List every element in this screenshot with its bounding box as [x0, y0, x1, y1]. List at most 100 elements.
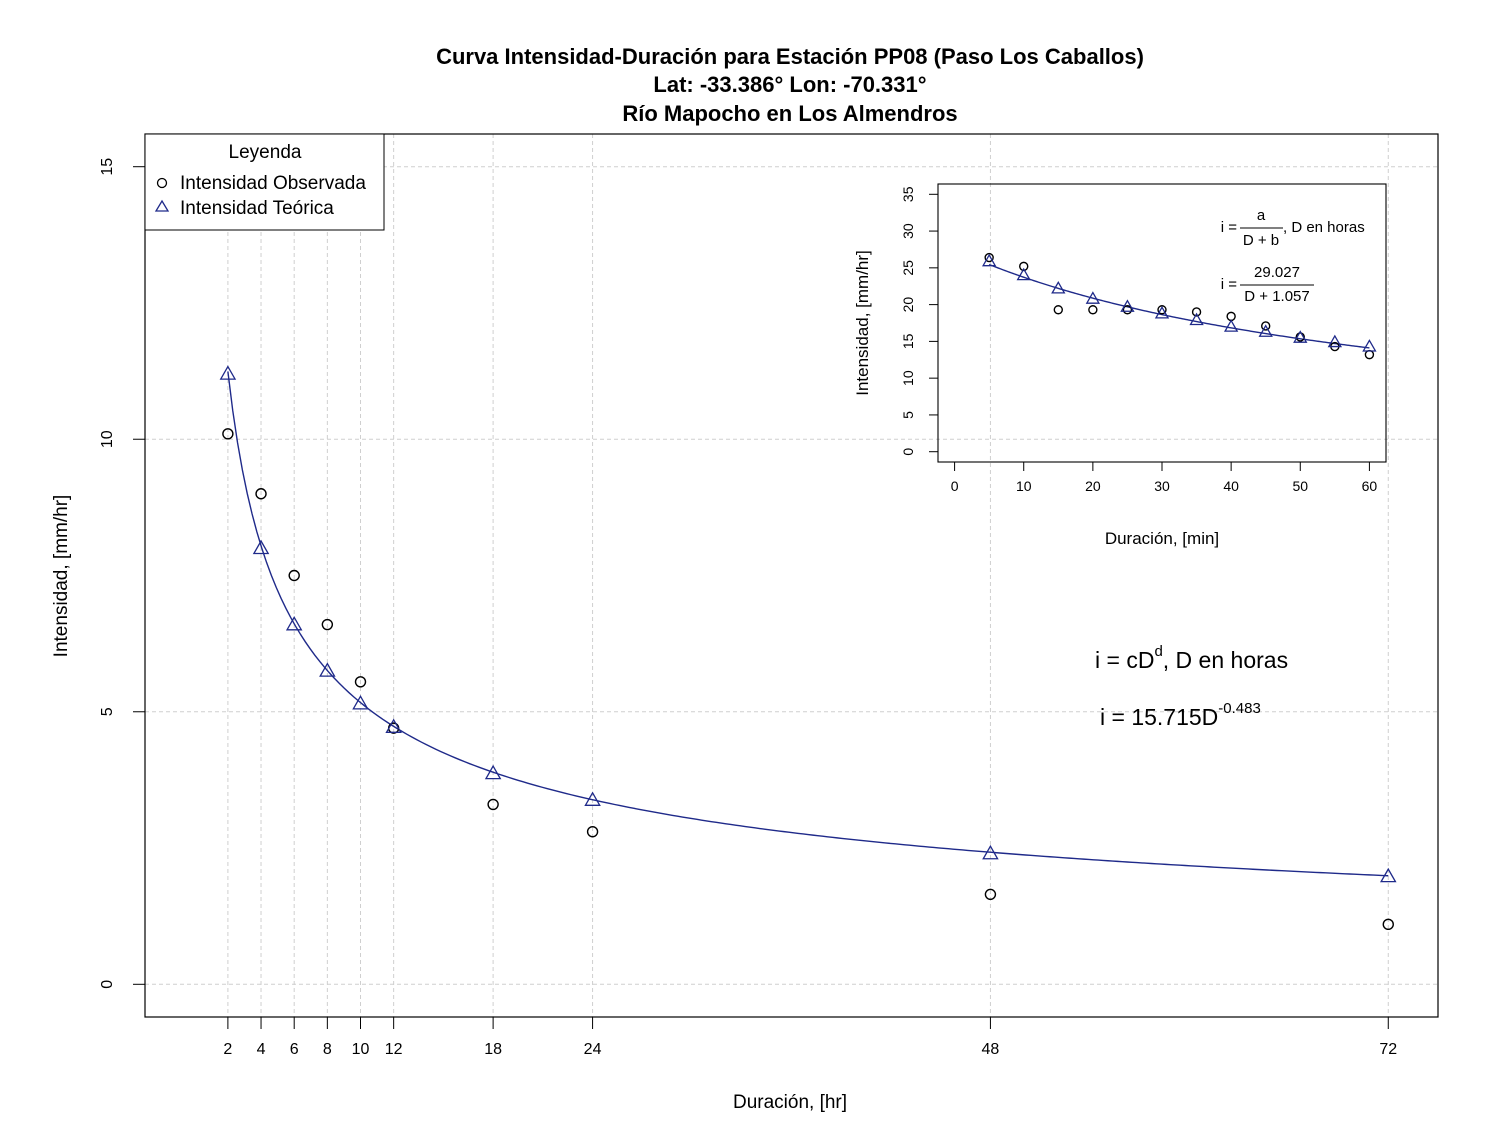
- inset-formula-general-tail: , D en horas: [1283, 219, 1365, 236]
- y-tick-label: 30: [900, 223, 916, 239]
- y-tick-label: 10: [99, 430, 116, 448]
- x-tick-label: 0: [951, 478, 959, 494]
- x-tick-label: 72: [1379, 1041, 1397, 1058]
- legend-box: [144, 133, 385, 231]
- theoretical-point: [1258, 324, 1273, 337]
- x-tick-label: 8: [323, 1041, 332, 1058]
- theoretical-point: [1189, 312, 1204, 326]
- theoretical-point: [1327, 334, 1343, 348]
- inset-formula-general: i = a D + b , D en horas: [1221, 207, 1365, 249]
- y-tick-label: 5: [900, 411, 916, 419]
- legend-entry-theoretical: Intensidad Teórica: [180, 198, 334, 219]
- x-tick-label: 40: [1223, 478, 1239, 494]
- y-tick-label: 25: [900, 260, 916, 276]
- fit-curve: [227, 371, 1389, 877]
- y-tick-label: 15: [99, 158, 116, 176]
- observed-point: [984, 888, 997, 901]
- observed-point: [1019, 261, 1029, 272]
- theoretical-point: [982, 844, 999, 860]
- legend-circle-marker: [156, 177, 168, 189]
- main-y-label: Intensidad, [mm/hr]: [51, 495, 72, 658]
- theoretical-point: [1154, 305, 1170, 319]
- observed-point: [288, 569, 300, 582]
- theoretical-point: [1016, 267, 1031, 281]
- legend-triangle-marker: [154, 199, 170, 212]
- y-tick-label: 35: [900, 186, 916, 202]
- x-tick-label: 2: [223, 1041, 232, 1058]
- inset-formula-general-numerator: a: [1257, 207, 1266, 224]
- observed-point: [255, 488, 267, 500]
- x-tick-label: 6: [290, 1041, 299, 1058]
- theoretical-point: [219, 365, 237, 380]
- legend-entry-observed: Intensidad Observada: [180, 173, 366, 194]
- theoretical-point: [385, 718, 402, 733]
- y-tick-label: 20: [900, 297, 916, 313]
- observed-point: [321, 618, 334, 631]
- x-tick-label: 48: [982, 1041, 1000, 1058]
- title-line-1: Curva Intensidad-Duración para Estación …: [436, 44, 1144, 69]
- theoretical-point: [981, 253, 997, 267]
- theoretical-point: [1362, 339, 1377, 352]
- x-tick-label: 4: [257, 1041, 266, 1058]
- y-tick-label: 5: [99, 707, 116, 716]
- chart-title: Curva Intensidad-Duración para Estación …: [436, 44, 1144, 126]
- theoretical-point: [252, 539, 270, 555]
- observed-point: [1122, 305, 1133, 315]
- theoretical-point: [1085, 291, 1101, 304]
- x-tick-label: 50: [1292, 478, 1308, 494]
- fit-curve: [988, 263, 1370, 349]
- inset-formula-general-lhs: i =: [1221, 219, 1238, 236]
- x-tick-label: 10: [1016, 478, 1032, 494]
- inset-y-axis: 0 5 10 15 20 25 30 35: [900, 186, 939, 456]
- observed-point: [1295, 332, 1305, 342]
- y-tick-label: 10: [900, 370, 916, 386]
- y-tick-label: 0: [99, 980, 116, 989]
- observed-point: [354, 676, 367, 688]
- inset-x-label: Duración, [min]: [1105, 529, 1219, 548]
- title-line-3: Río Mapocho en Los Almendros: [622, 101, 957, 126]
- x-tick-label: 20: [1085, 478, 1101, 494]
- inset-formula-general-denominator: D + b: [1243, 232, 1279, 249]
- observed-point: [222, 428, 234, 440]
- legend-title: Leyenda: [229, 142, 302, 163]
- theoretical-point: [285, 615, 303, 631]
- observed-point: [1191, 307, 1202, 317]
- main-formula-general: i = cDd, D en horas: [1095, 643, 1288, 673]
- theoretical-point: [584, 791, 601, 806]
- legend: Leyenda Intensidad Observada Intensidad …: [144, 133, 385, 231]
- y-tick-label: 0: [900, 448, 916, 456]
- theoretical-point: [1293, 330, 1308, 343]
- x-tick-label: 10: [352, 1041, 370, 1058]
- main-observed-points: [222, 428, 1394, 931]
- main-formula-fit: i = 15.715D-0.483: [1100, 700, 1261, 730]
- inset-x-axis: 0 10 20 30 40 50 60: [951, 461, 1378, 494]
- theoretical-point: [484, 764, 502, 780]
- theoretical-point: [1223, 319, 1239, 332]
- inset-theoretical-points: [981, 253, 1377, 352]
- main-theoretical-points: [219, 365, 1397, 883]
- observed-point: [1053, 305, 1063, 315]
- x-tick-label: 12: [385, 1041, 403, 1058]
- observed-point: [487, 798, 499, 811]
- x-tick-label: 60: [1362, 478, 1378, 494]
- observed-point: [586, 825, 599, 838]
- x-tick-label: 18: [484, 1041, 502, 1058]
- inset-formula-fit-denominator: D + 1.057: [1244, 288, 1309, 305]
- title-line-2: Lat: -33.386° Lon: -70.331°: [653, 72, 926, 97]
- x-tick-label: 30: [1154, 478, 1170, 494]
- x-tick-label: 24: [584, 1041, 602, 1058]
- main-plot-frame: [144, 133, 1439, 1018]
- theoretical-point: [319, 662, 336, 677]
- inset-fit-curve-layer: [988, 263, 1370, 349]
- observed-point: [1261, 321, 1271, 331]
- theoretical-point: [352, 695, 369, 710]
- inset-formula-fit: i = 29.027 D + 1.057: [1221, 264, 1314, 305]
- theoretical-point: [1379, 867, 1397, 883]
- theoretical-point: [1120, 299, 1135, 312]
- y-tick-label: 15: [900, 333, 916, 349]
- inset-formula-fit-lhs: i =: [1221, 276, 1238, 293]
- main-x-label: Duración, [hr]: [733, 1092, 847, 1113]
- observed-point: [1088, 305, 1098, 315]
